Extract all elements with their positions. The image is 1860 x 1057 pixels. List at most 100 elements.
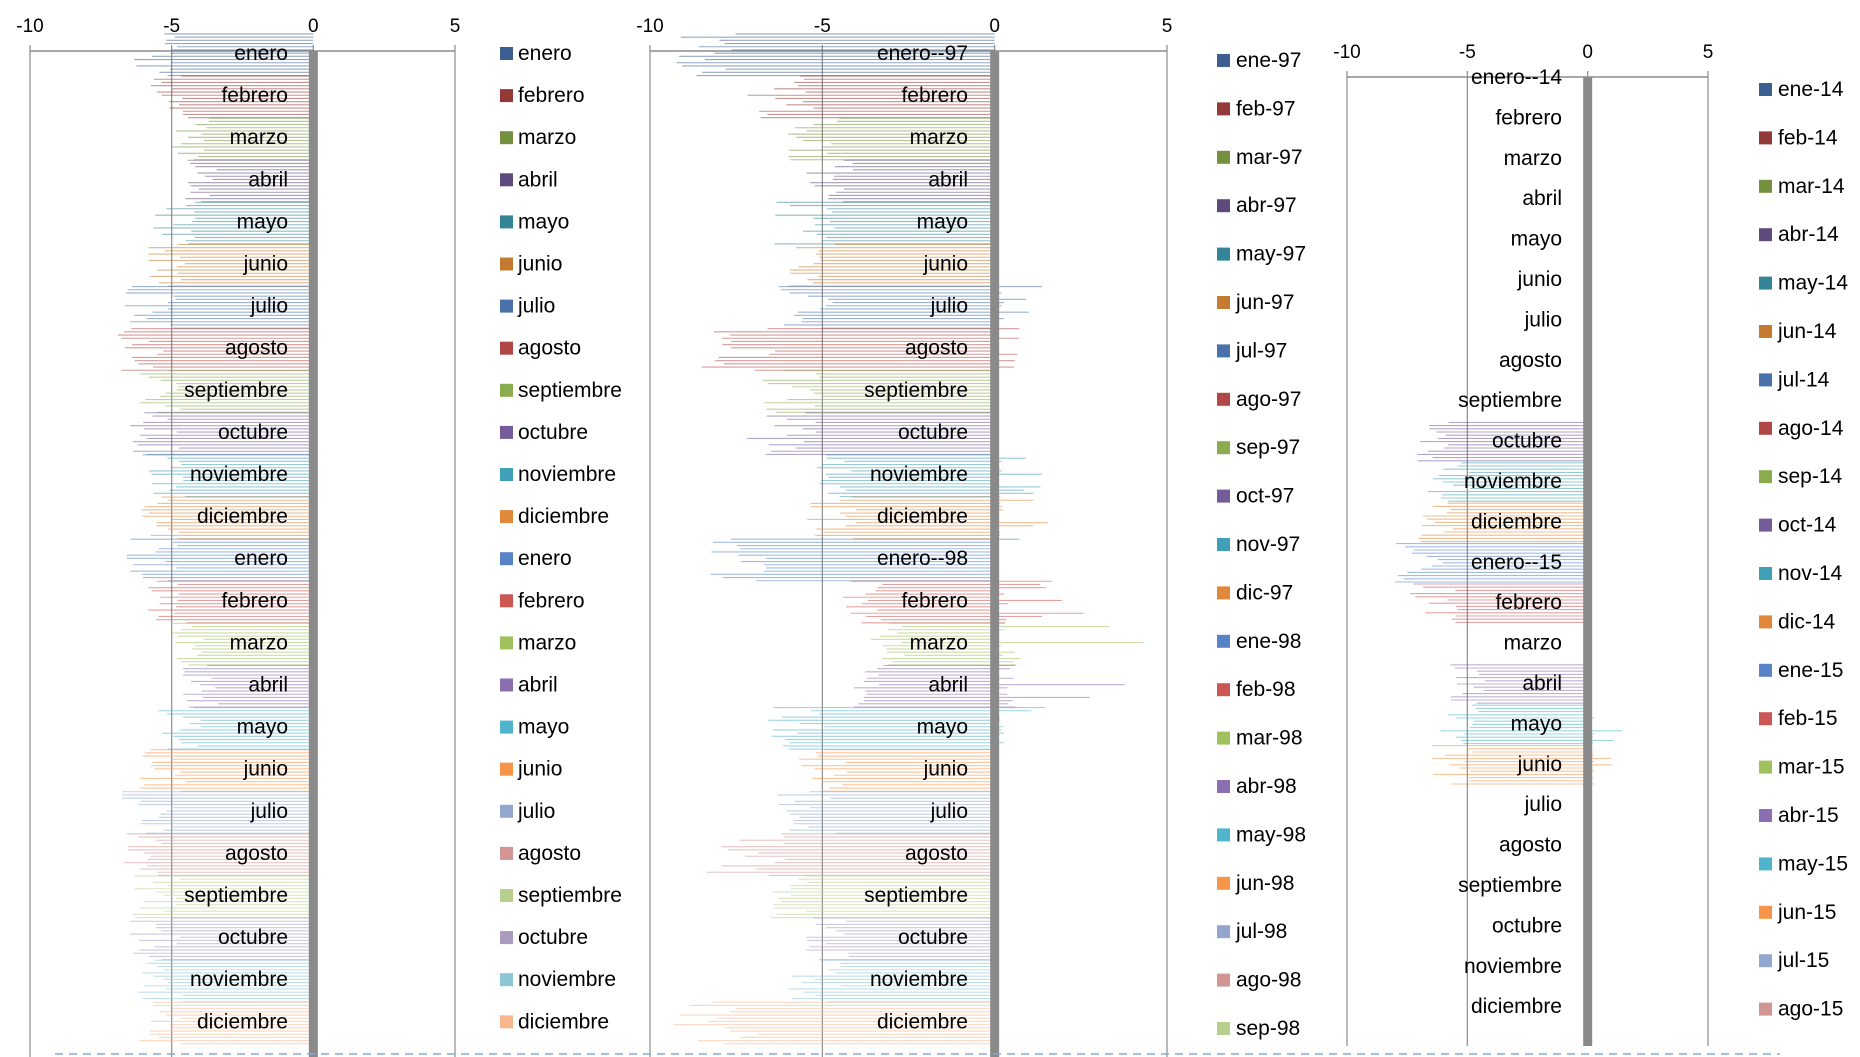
legend-label: agosto: [518, 842, 581, 865]
category-label: marzo: [1504, 147, 1562, 170]
legend-label: nov-97: [1236, 533, 1300, 556]
legend-label: feb-14: [1778, 126, 1838, 149]
bar-band-4: [806, 159, 995, 203]
category-label: diciembre: [197, 505, 288, 528]
category-label: marzo: [230, 126, 288, 149]
legend-label: feb-97: [1236, 97, 1296, 120]
category-label: marzo: [910, 126, 968, 149]
category-label: junio: [1517, 268, 1562, 291]
legend-swatch: [500, 131, 513, 145]
legend-label: abr-98: [1236, 775, 1297, 798]
category-label: julio: [1524, 308, 1562, 331]
category-label: agosto: [225, 337, 288, 360]
category-label: abril: [1522, 672, 1562, 695]
legend-label: enero: [518, 547, 572, 570]
x-tick-label: -10: [16, 16, 43, 37]
legend-swatch: [1217, 973, 1230, 987]
legend-label: mayo: [518, 210, 569, 233]
legend-swatch: [500, 804, 513, 818]
category-label: agosto: [225, 842, 288, 865]
category-label: septiembre: [1458, 874, 1562, 897]
legend-swatch: [1759, 470, 1772, 484]
legend-swatch: [1759, 421, 1772, 435]
legend-swatch: [1759, 179, 1772, 193]
x-tick-label: 0: [1582, 42, 1593, 63]
category-label: febrero: [221, 84, 288, 107]
legend-label: abr-14: [1778, 223, 1839, 246]
legend-label: jun-15: [1777, 901, 1836, 924]
legend-swatch: [500, 341, 513, 355]
legend-swatch: [1217, 731, 1230, 745]
legend-swatch: [500, 931, 513, 945]
bar-band-24: [673, 1001, 995, 1045]
category-label: agosto: [905, 337, 968, 360]
legend-swatch: [500, 846, 513, 860]
legend-label: julio: [517, 295, 555, 318]
legend-label: may-98: [1236, 823, 1306, 846]
bar-band-9: [762, 370, 995, 413]
category-label: diciembre: [1471, 995, 1562, 1018]
bar-band-14: [148, 580, 314, 624]
category-label: junio: [243, 253, 288, 276]
category-label: junio: [1517, 753, 1562, 776]
bar-band-23: [138, 959, 314, 1003]
category-label: agosto: [1499, 349, 1562, 372]
legend-label: noviembre: [518, 463, 616, 486]
bar-band-17: [768, 706, 1046, 750]
category-label: noviembre: [1464, 470, 1562, 493]
legend-label: enero: [518, 42, 572, 65]
legend-swatch: [1759, 663, 1772, 677]
legend-label: ene-97: [1236, 49, 1301, 72]
legend-swatch: [1759, 131, 1772, 145]
legend-swatch: [1759, 373, 1772, 387]
bar-band-13: [710, 538, 1020, 582]
legend: ene-14 feb-14 mar-14 abr-14 may-14 jun-14 jul-…: [1759, 78, 1848, 1021]
category-label: abril: [928, 168, 968, 191]
category-label: noviembre: [190, 463, 288, 486]
bar-series-group: [1395, 421, 1623, 785]
x-tick-label: 5: [450, 16, 461, 37]
legend-swatch: [1217, 634, 1230, 648]
legend-swatch: [500, 762, 513, 776]
category-label: marzo: [230, 631, 288, 654]
category-label: octubre: [1492, 430, 1562, 453]
category-label: julio: [250, 800, 288, 823]
legend-swatch: [1217, 586, 1230, 600]
legend-swatch: [1759, 325, 1772, 338]
legend-label: may-97: [1236, 243, 1306, 266]
legend-label: oct-97: [1236, 485, 1294, 508]
category-label: noviembre: [870, 463, 968, 486]
category-label: febrero: [221, 589, 288, 612]
legend-swatch: [500, 47, 513, 60]
bar-band-11: [1427, 462, 1588, 502]
category-label: mayo: [917, 210, 968, 233]
legend-swatch: [1759, 954, 1772, 968]
legend-label: mayo: [518, 716, 569, 739]
category-label: abril: [1522, 187, 1562, 210]
legend-label: jul-15: [1777, 949, 1829, 972]
legend-label: septiembre: [518, 379, 622, 402]
legend-swatch: [1759, 83, 1772, 96]
category-label: julio: [930, 295, 968, 318]
bar-band-8: [701, 328, 1020, 371]
legend-label: junio: [517, 253, 562, 276]
category-label: diciembre: [877, 1010, 968, 1033]
legend-swatch: [1217, 1022, 1230, 1035]
legend-swatch: [500, 552, 513, 566]
legend-label: dic-14: [1778, 610, 1836, 633]
category-label: octubre: [898, 926, 968, 949]
legend-swatch: [500, 299, 513, 313]
legend-swatch: [500, 636, 513, 650]
legend-label: septiembre: [518, 884, 622, 907]
chart-panel-2: -10 -5 0 5 enero--97 febrero marzo abril mayo jun…: [636, 16, 1306, 1057]
legend-swatch: [1759, 809, 1772, 822]
bar-band-13: [1395, 543, 1588, 583]
legend-label: ago-97: [1236, 388, 1301, 411]
legend-swatch: [500, 973, 513, 987]
category-label: septiembre: [184, 884, 288, 907]
legend-label: dic-97: [1236, 581, 1293, 604]
legend-swatch: [1217, 441, 1230, 455]
category-label: junio: [243, 758, 288, 781]
bar-band-7: [778, 285, 1043, 329]
